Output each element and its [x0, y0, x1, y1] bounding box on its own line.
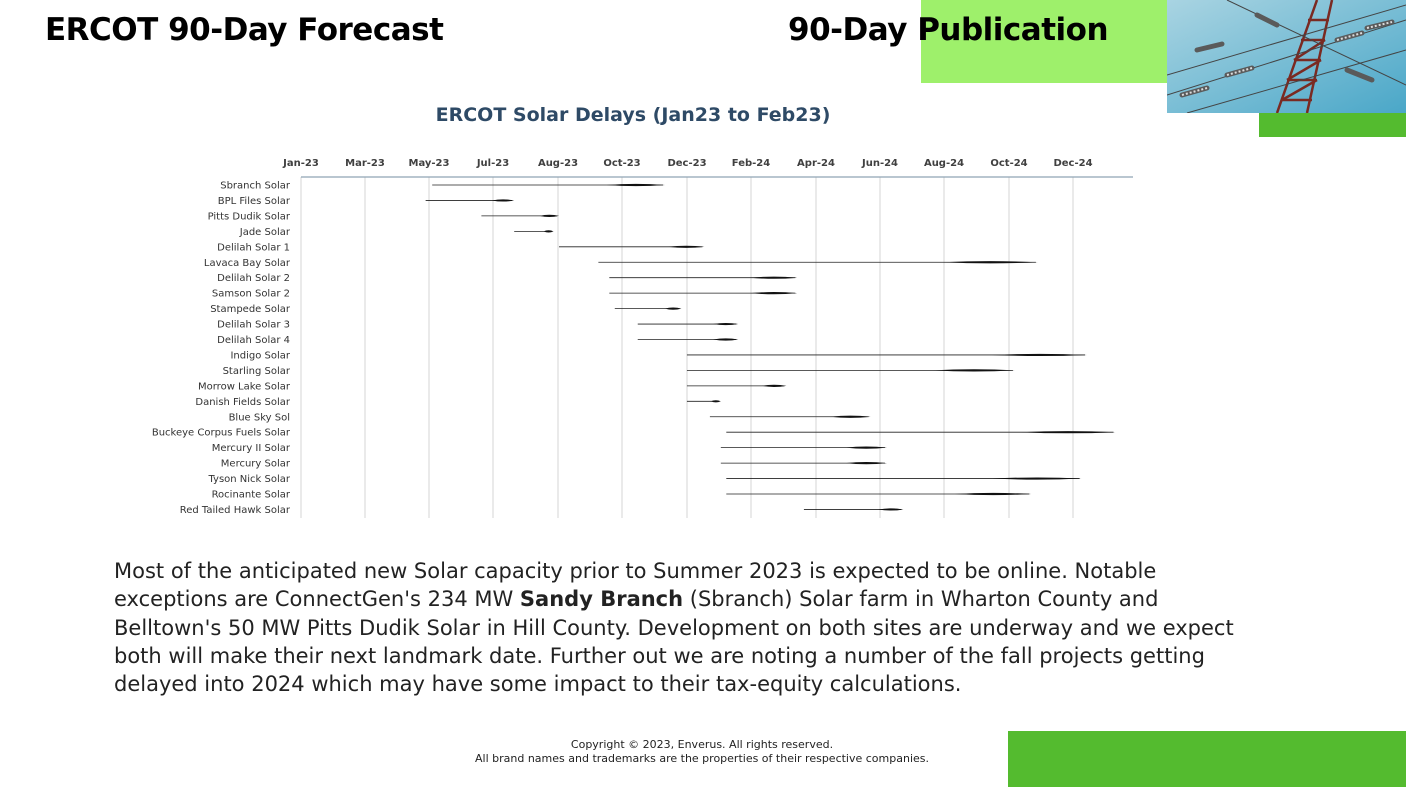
project-row: Delilah Solar 4 [217, 335, 739, 346]
project-label: Sbranch Solar [220, 181, 291, 192]
x-tick-label: Jul-23 [476, 158, 509, 169]
chart-title: ERCOT Solar Delays (Jan23 to Feb23) [436, 104, 831, 126]
x-tick-label: Dec-24 [1053, 158, 1092, 169]
delay-arrowhead [932, 369, 1015, 372]
project-row: Delilah Solar 1 [217, 242, 705, 253]
project-row: Stampede Solar [210, 304, 682, 315]
project-label: BPL Files Solar [218, 196, 291, 207]
solar-delays-chart: ERCOT Solar Delays (Jan23 to Feb23) Jan-… [152, 104, 1133, 518]
commentary-paragraph: Most of the anticipated new Solar capaci… [114, 557, 1264, 698]
project-label: Delilah Solar 1 [217, 242, 290, 253]
project-row: Rocinante Solar [212, 490, 1032, 501]
x-tick-label: Apr-24 [797, 158, 835, 169]
commentary-text-part-2: (Sbranch) Solar farm in Wharton County a… [114, 587, 1234, 697]
trademark-line: All brand names and trademarks are the p… [475, 752, 929, 765]
delay-arrowhead [492, 199, 515, 202]
project-label: Delilah Solar 2 [217, 273, 290, 284]
project-label: Danish Fields Solar [195, 397, 291, 408]
project-label: Starling Solar [223, 366, 291, 377]
delay-arrowhead [845, 446, 888, 449]
project-row: Morrow Lake Solar [198, 381, 787, 392]
accent-block-right [1259, 113, 1406, 137]
project-row: Tyson Nick Solar [207, 474, 1082, 485]
x-tick-label: Mar-23 [345, 158, 385, 169]
project-label: Mercury Solar [221, 459, 291, 470]
delay-arrowhead [750, 292, 798, 295]
x-tick-label: Jun-24 [861, 158, 898, 169]
x-tick-label: Jan-23 [282, 158, 319, 169]
chart-x-axis: Jan-23 Mar-23 May-23 Jul-23 Aug-23 Oct-23 Dec-… [282, 158, 1133, 178]
delay-arrowhead [539, 214, 560, 217]
project-label: Jade Solar [239, 227, 291, 238]
chart-gridlines [300, 177, 1074, 518]
accent-block-bottom [1008, 731, 1406, 787]
chart-rows: Sbranch Solar BPL Files Solar Pitts Dudik … [152, 181, 1116, 516]
commentary-text-part-1: Most of the anticipated new Solar capaci… [114, 559, 1157, 612]
project-row: Pitts Dudik Solar [208, 211, 560, 222]
project-label: Delilah Solar 3 [217, 320, 290, 331]
x-tick-label: Aug-24 [924, 158, 964, 169]
publication-title: 90-Day Publication [788, 12, 1109, 48]
project-row: Red Tailed Hawk Solar [180, 505, 904, 516]
x-tick-label: May-23 [409, 158, 450, 169]
project-row: Mercury II Solar [212, 443, 888, 454]
project-label: Delilah Solar 4 [217, 335, 290, 346]
footer: Copyright © 2023, Enverus. All rights re… [0, 738, 1404, 766]
delay-arrowhead [543, 230, 554, 233]
project-row: Lavaca Bay Solar [204, 258, 1038, 269]
project-label: Pitts Dudik Solar [208, 211, 291, 222]
delay-arrowhead [992, 353, 1088, 357]
project-label: Mercury II Solar [212, 443, 291, 454]
project-label: Stampede Solar [210, 304, 291, 315]
delay-arrowhead [942, 261, 1038, 264]
project-row: Starling Solar [223, 366, 1015, 377]
project-label: Blue Sky Sol [229, 412, 290, 423]
project-row: Danish Fields Solar [195, 397, 721, 408]
x-tick-label: Dec-23 [667, 158, 706, 169]
project-label: Red Tailed Hawk Solar [180, 505, 291, 516]
project-row: Buckeye Corpus Fuels Solar [152, 428, 1116, 439]
project-row: BPL Files Solar [218, 196, 515, 207]
delay-arrowhead [761, 384, 787, 387]
project-label: Rocinante Solar [212, 490, 291, 501]
x-tick-label: Oct-23 [603, 158, 640, 169]
delay-arrowhead [713, 322, 739, 326]
delay-arrowhead [668, 245, 705, 248]
delay-arrowhead [878, 508, 904, 511]
accent-block-top [921, 0, 1167, 83]
transmission-tower-image [1167, 0, 1406, 113]
delay-arrowhead [1020, 431, 1116, 434]
project-label: Lavaca Bay Solar [204, 258, 291, 269]
delay-arrowhead [992, 477, 1082, 480]
delay-arrowhead [955, 492, 1032, 496]
project-label: Morrow Lake Solar [198, 381, 291, 392]
project-label: Samson Solar 2 [212, 289, 290, 300]
delay-arrowhead [606, 183, 666, 187]
delay-arrowhead [710, 400, 721, 403]
delay-arrowhead [845, 462, 888, 465]
delay-arrowhead [664, 307, 682, 310]
project-label: Buckeye Corpus Fuels Solar [152, 428, 291, 439]
project-label: Indigo Solar [230, 350, 290, 361]
delay-arrowhead [713, 338, 739, 341]
project-label: Tyson Nick Solar [207, 474, 290, 485]
project-row: Mercury Solar [221, 459, 888, 470]
project-row: Indigo Solar [230, 350, 1088, 361]
delay-arrowhead [830, 415, 871, 418]
project-row: Jade Solar [239, 227, 554, 238]
project-row: Sbranch Solar [220, 181, 666, 192]
delay-arrowhead [750, 276, 798, 279]
x-tick-label: Oct-24 [990, 158, 1027, 169]
x-tick-label: Feb-24 [732, 158, 770, 169]
page-title: ERCOT 90-Day Forecast [45, 12, 444, 48]
copyright-line: Copyright © 2023, Enverus. All rights re… [570, 738, 834, 751]
project-row: Blue Sky Sol [229, 412, 871, 423]
project-row: Delilah Solar 3 [217, 320, 739, 331]
x-tick-label: Aug-23 [538, 158, 578, 169]
commentary-highlight: Sandy Branch [519, 587, 684, 612]
project-row: Delilah Solar 2 [217, 273, 798, 284]
project-row: Samson Solar 2 [212, 289, 798, 300]
